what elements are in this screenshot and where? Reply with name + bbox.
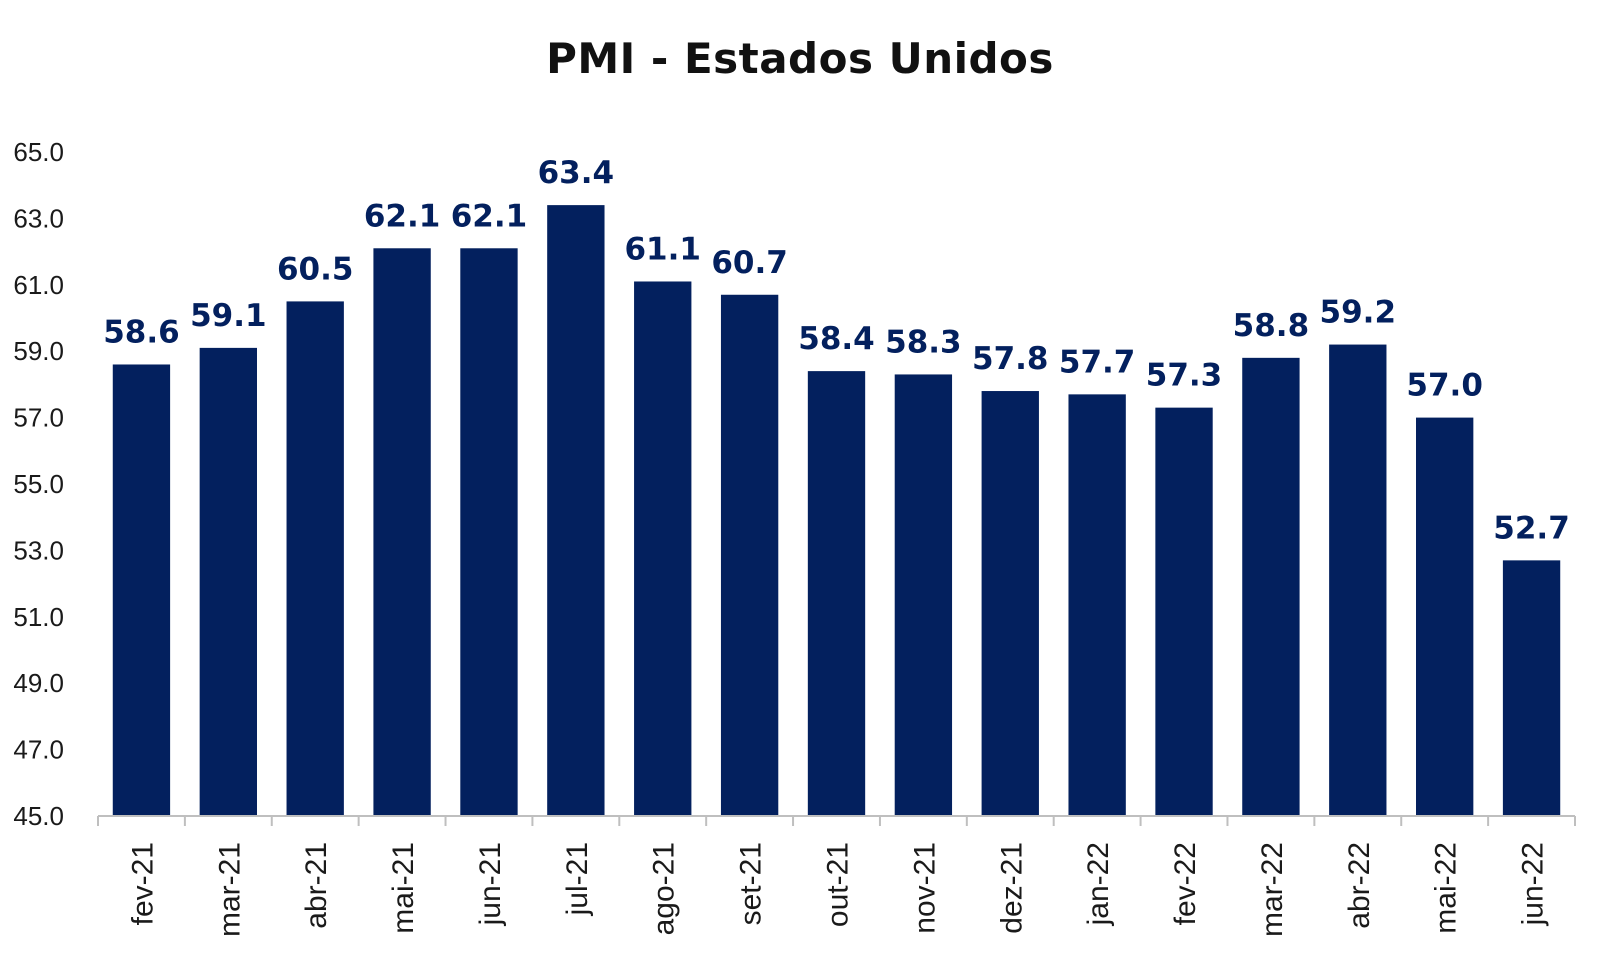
x-tick-label: fev-22 bbox=[1169, 842, 1202, 925]
data-label: 57.8 bbox=[972, 341, 1049, 377]
data-label: 63.4 bbox=[538, 155, 615, 191]
bar-out-21 bbox=[807, 371, 866, 816]
y-tick-label: 61.0 bbox=[13, 270, 64, 300]
data-label: 59.1 bbox=[190, 298, 267, 334]
data-label: 58.6 bbox=[103, 314, 180, 350]
bar-set-21 bbox=[720, 294, 779, 816]
bar-fev-22 bbox=[1155, 407, 1213, 816]
x-tick-label: jul-21 bbox=[561, 842, 594, 916]
y-tick-label: 47.0 bbox=[13, 735, 64, 765]
bar-abr-22 bbox=[1329, 344, 1387, 816]
bar-nov-21 bbox=[894, 374, 953, 816]
bar-jun-21 bbox=[460, 248, 518, 816]
bar-jul-21 bbox=[547, 205, 605, 816]
y-tick-label: 49.0 bbox=[13, 668, 64, 698]
x-tick-label: mai-21 bbox=[387, 842, 420, 934]
bar-mai-22 bbox=[1416, 417, 1474, 816]
x-tick-label: set-21 bbox=[735, 842, 768, 925]
bar-jan-22 bbox=[1068, 394, 1126, 816]
y-tick-label: 63.0 bbox=[13, 203, 64, 233]
x-tick-label: ago-21 bbox=[648, 842, 681, 935]
y-tick-label: 51.0 bbox=[13, 602, 64, 632]
x-tick-label: jun-21 bbox=[474, 842, 507, 926]
data-label: 58.4 bbox=[798, 321, 875, 357]
y-tick-label: 57.0 bbox=[13, 403, 64, 433]
data-label: 60.5 bbox=[277, 251, 354, 287]
y-tick-label: 65.0 bbox=[13, 137, 64, 167]
data-label: 58.3 bbox=[885, 324, 962, 360]
data-label: 62.1 bbox=[364, 198, 441, 234]
x-tick-label: abr-21 bbox=[300, 842, 333, 929]
data-labels: 58.6 59.1 60.5 62.1 62.1 63.4 61.1 60.7 58.4 58.3… bbox=[103, 155, 1570, 546]
x-tick-label: dez-21 bbox=[995, 842, 1028, 934]
x-tick-label: fev-21 bbox=[126, 842, 159, 925]
bar-series bbox=[112, 205, 1561, 817]
bar-mai-21 bbox=[373, 248, 431, 816]
chart-title: PMI - Estados Unidos bbox=[546, 34, 1054, 83]
x-tick-label: nov-21 bbox=[908, 842, 941, 934]
y-tick-label: 55.0 bbox=[13, 469, 64, 499]
data-label: 57.0 bbox=[1406, 368, 1483, 404]
bar-mar-22 bbox=[1242, 357, 1300, 816]
bar-jun-22 bbox=[1502, 560, 1561, 816]
bar-fev-21 bbox=[112, 364, 171, 816]
data-label: 52.7 bbox=[1493, 510, 1570, 546]
y-tick-label: 45.0 bbox=[13, 801, 64, 831]
data-label: 59.2 bbox=[1320, 295, 1397, 331]
bar-ago-21 bbox=[634, 281, 692, 817]
x-tick-label: mai-22 bbox=[1430, 842, 1463, 934]
data-label: 58.8 bbox=[1233, 308, 1310, 344]
data-label: 60.7 bbox=[711, 245, 788, 281]
y-tick-label: 53.0 bbox=[13, 535, 64, 565]
x-axis: fev-21 mar-21 abr-21 mai-21 jun-21 jul-21 ago-… bbox=[97, 815, 1576, 937]
data-label: 61.1 bbox=[624, 231, 701, 267]
data-label: 57.3 bbox=[1146, 358, 1223, 394]
x-tick-label: jan-22 bbox=[1082, 842, 1115, 926]
x-tick-label: abr-22 bbox=[1343, 842, 1376, 929]
x-tick-label: out-21 bbox=[822, 842, 855, 927]
bar-abr-21 bbox=[286, 301, 344, 816]
y-tick-label: 59.0 bbox=[13, 336, 64, 366]
bar-mar-21 bbox=[199, 347, 257, 816]
x-tick-label: mar-22 bbox=[1256, 842, 1289, 937]
y-axis: 45.0 47.0 49.0 51.0 53.0 55.0 57.0 59.0 61.0 63.0… bbox=[13, 137, 64, 831]
data-label: 57.7 bbox=[1059, 344, 1136, 380]
x-tick-label: mar-21 bbox=[213, 842, 246, 937]
bar-dez-21 bbox=[981, 391, 1039, 816]
x-tick-label: jun-22 bbox=[1517, 842, 1550, 926]
data-label: 62.1 bbox=[451, 198, 528, 234]
